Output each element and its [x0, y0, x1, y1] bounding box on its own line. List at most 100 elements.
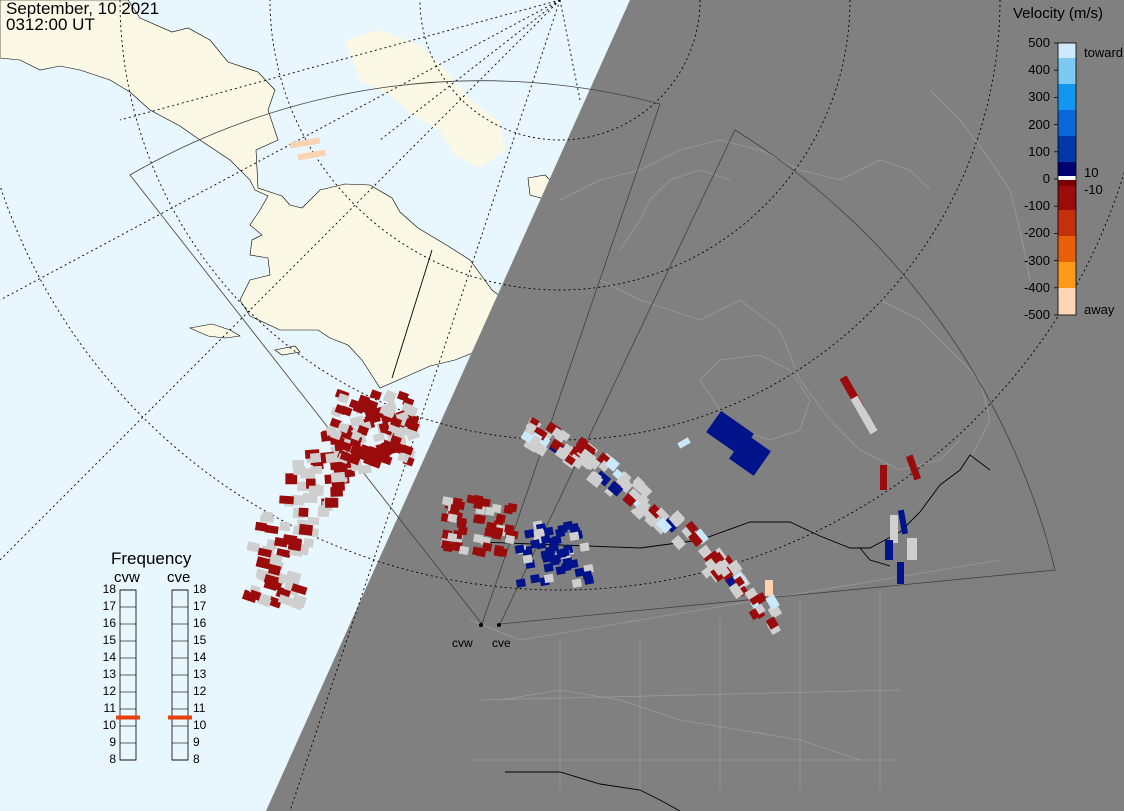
colorbar-band — [1058, 176, 1076, 180]
velocity-echo — [534, 443, 548, 457]
velocity-echo — [491, 503, 502, 514]
velocity-echo — [729, 434, 771, 476]
velocity-echo — [562, 556, 573, 567]
velocity-echo — [329, 429, 342, 441]
velocity-echo — [303, 537, 315, 548]
velocity-echo — [407, 420, 420, 432]
velocity-echo — [530, 539, 541, 549]
velocity-echo — [571, 578, 582, 588]
velocity-echo — [620, 479, 634, 494]
date-label: September, 10 2021 — [6, 0, 160, 18]
velocity-echo — [292, 495, 304, 506]
aleutian-islands — [188, 323, 241, 339]
frequency-scale-label: 11 — [103, 701, 116, 715]
colorbar-band — [1058, 43, 1076, 58]
colorbar-band — [1058, 262, 1076, 288]
colorbar-tick-label: -400 — [1023, 279, 1050, 295]
velocity-echo — [246, 541, 260, 553]
velocity-echo — [540, 534, 551, 545]
velocity-echo — [306, 516, 320, 526]
velocity-echo — [257, 593, 272, 607]
velocity-echo — [472, 546, 483, 556]
frequency-scale-label: 18 — [193, 582, 207, 596]
velocity-echo — [880, 465, 887, 490]
velocity-echo — [697, 544, 713, 559]
velocity-echo — [384, 390, 397, 401]
velocity-echo — [325, 497, 339, 508]
velocity-echo — [298, 523, 314, 536]
velocity-echo — [529, 573, 541, 584]
velocity-echo — [504, 534, 515, 545]
velocity-echo — [331, 481, 345, 492]
frequency-scale-label: 12 — [193, 684, 207, 698]
velocity-echo — [458, 545, 470, 556]
land-night-outlines — [469, 89, 1031, 790]
velocity-echo — [401, 444, 414, 456]
velocity-echo — [340, 405, 353, 417]
velocity-echo — [484, 527, 495, 538]
velocity-echo — [672, 510, 686, 524]
velocity-echo — [397, 452, 410, 464]
radar-site-cve — [497, 623, 501, 627]
frequency-scale-label: 11 — [193, 701, 206, 715]
velocity-echo — [850, 395, 878, 435]
velocity-echo — [685, 520, 699, 534]
velocity-echo — [267, 563, 282, 576]
velocity-echo — [254, 521, 268, 532]
velocity-echo — [514, 544, 525, 554]
frequency-scale-label: 8 — [109, 752, 116, 766]
velocity-echo — [671, 535, 686, 551]
frequency-scale-label: 9 — [193, 735, 200, 749]
velocity-echo — [897, 509, 909, 535]
velocity-echo — [622, 492, 637, 507]
velocity-echo — [389, 416, 403, 428]
velocity-echo — [325, 452, 341, 464]
velocity-echo — [447, 532, 458, 543]
velocity-echo — [885, 540, 893, 560]
velocity-echo — [336, 473, 348, 483]
velocity-echo — [279, 521, 291, 532]
velocity-echo — [452, 497, 463, 507]
colorbar-tick-label: 500 — [1028, 35, 1050, 50]
velocity-echo — [693, 528, 709, 545]
velocity-echo — [556, 548, 567, 559]
velocity-echo — [534, 528, 545, 538]
velocity-echo — [457, 525, 468, 536]
alaska-landmass — [0, 0, 506, 389]
velocity-echo — [466, 494, 477, 505]
velocity-echo — [473, 500, 484, 510]
velocity-echo — [480, 498, 491, 508]
radar-label-cvw: cvw — [452, 636, 473, 650]
velocity-echo — [551, 427, 566, 441]
colorbar-band — [1058, 110, 1076, 136]
frequency-scale-label: 17 — [102, 599, 116, 613]
velocity-echo — [905, 454, 922, 481]
velocity-echo — [562, 443, 574, 455]
island — [274, 345, 301, 356]
velocity-echo — [339, 451, 352, 462]
velocity-echo — [285, 570, 302, 585]
frequency-radar-cve: cve — [167, 569, 191, 586]
frequency-radar-cvw: cvw — [114, 569, 140, 586]
velocity-echo — [344, 469, 356, 478]
colorbar-tick-label: 300 — [1028, 89, 1050, 105]
velocity-echo — [401, 402, 414, 414]
velocity-echo — [390, 442, 403, 454]
velocity-echo — [291, 593, 308, 609]
velocity-echo — [493, 544, 504, 555]
velocity-echo — [569, 531, 580, 541]
velocity-echo — [267, 595, 283, 609]
frequency-scale-label: 8 — [193, 752, 200, 766]
velocity-echo — [372, 432, 386, 443]
radar-sites — [479, 623, 501, 627]
colorbar-band — [1058, 180, 1076, 186]
velocity-echo — [907, 538, 917, 560]
velocity-echo — [293, 466, 306, 476]
colorbar-tick-label: 0 — [1042, 171, 1050, 186]
velocity-echo — [522, 554, 533, 564]
velocity-echo — [704, 558, 717, 571]
velocity-echo — [475, 514, 486, 524]
velocity-echo — [456, 517, 467, 527]
frequency-scale-label: 17 — [193, 599, 207, 613]
frequency-scale-label: 10 — [193, 718, 207, 732]
